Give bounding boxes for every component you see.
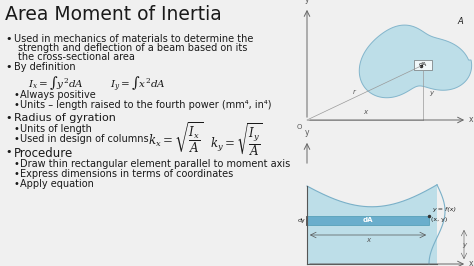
Text: By definition: By definition [14,62,76,72]
Text: •: • [14,124,20,134]
Text: •: • [14,159,20,169]
Text: x: x [366,237,370,243]
Text: •: • [14,90,20,100]
Text: dy: dy [297,218,305,223]
Text: r: r [353,89,356,95]
Text: •: • [5,62,11,72]
Text: y = f(x): y = f(x) [432,207,456,212]
Text: dA: dA [419,63,427,68]
Text: $I_x = \int y^2 dA$: $I_x = \int y^2 dA$ [28,74,83,92]
Text: O: O [297,124,302,130]
Text: $k_x = \sqrt{\dfrac{I_x}{A}}$: $k_x = \sqrt{\dfrac{I_x}{A}}$ [148,121,203,155]
Bar [307,216,429,225]
Text: Units of length: Units of length [20,124,92,134]
Text: •: • [5,34,11,44]
Text: Draw thin rectangular element parallel to moment axis: Draw thin rectangular element parallel t… [20,159,290,169]
Text: A: A [457,17,463,26]
Text: Apply equation: Apply equation [20,179,94,189]
Text: $I_y = \int x^2 dA$: $I_y = \int x^2 dA$ [110,74,165,93]
Text: •: • [5,113,11,123]
Text: (x, y): (x, y) [431,217,447,222]
Text: Always positive: Always positive [20,90,96,100]
Text: Radius of gyration: Radius of gyration [14,113,116,123]
Bar [414,60,432,70]
Text: •: • [14,169,20,179]
Text: Used in design of columns: Used in design of columns [20,134,149,144]
Text: the cross-sectional area: the cross-sectional area [18,52,135,62]
Text: y: y [429,89,433,95]
Text: Used in mechanics of materials to determine the: Used in mechanics of materials to determ… [14,34,254,44]
Text: x: x [469,115,474,124]
Text: •: • [5,147,11,157]
Text: •: • [14,100,20,110]
Text: •: • [14,179,20,189]
Text: strength and deflection of a beam based on its: strength and deflection of a beam based … [18,43,247,53]
Text: y: y [305,128,309,137]
Text: dA: dA [363,218,373,223]
Text: y: y [462,242,466,247]
Polygon shape [307,185,437,264]
Text: y: y [305,0,309,4]
Text: x: x [469,260,474,266]
Text: $k_y = \sqrt{\dfrac{I_y}{A}}$: $k_y = \sqrt{\dfrac{I_y}{A}}$ [210,121,263,157]
Polygon shape [359,25,472,98]
Text: Area Moment of Inertia: Area Moment of Inertia [5,5,222,24]
Text: x: x [363,109,367,115]
Text: Express dimensions in terms of coordinates: Express dimensions in terms of coordinat… [20,169,233,179]
Text: Units – length raised to the fourth power (mm⁴, in⁴): Units – length raised to the fourth powe… [20,100,272,110]
Text: Procedure: Procedure [14,147,73,160]
Text: •: • [14,134,20,144]
